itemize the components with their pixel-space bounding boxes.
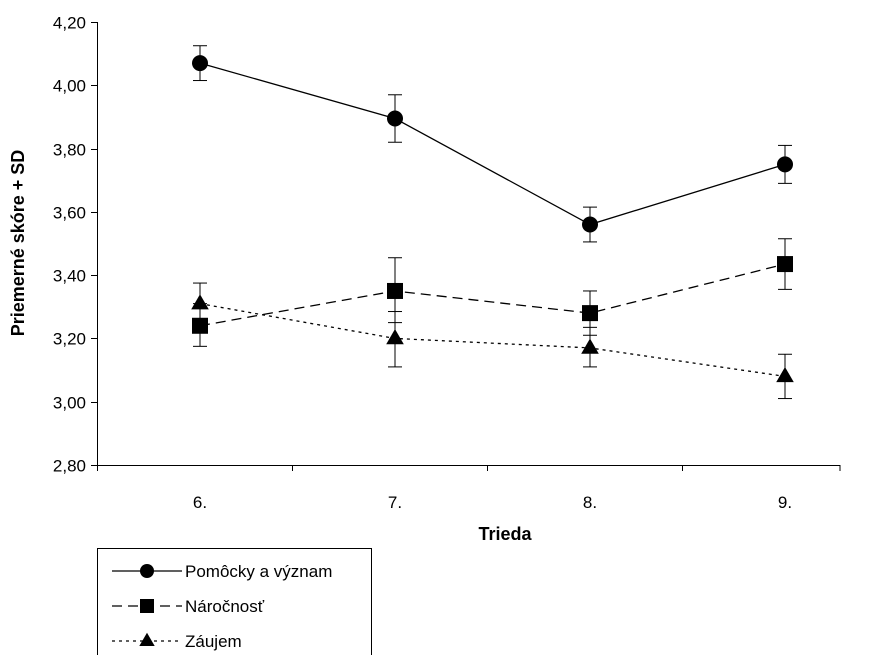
data-point [387, 110, 403, 127]
data-point [191, 294, 209, 310]
y-tick-label: 3,80 [53, 141, 86, 160]
legend: Pomôcky a význam Náročnosť Záujem [97, 548, 372, 655]
x-tick-label: 7. [388, 493, 402, 512]
legend-label: Pomôcky a význam [185, 562, 332, 581]
series-triangle [191, 282, 794, 400]
series-circle [192, 45, 793, 243]
series-square [192, 238, 793, 347]
series-layer [191, 45, 794, 400]
x-tick-label: 6. [193, 493, 207, 512]
y-tick-label: 2,80 [53, 457, 86, 476]
data-point [192, 55, 208, 72]
tick-labels: 2,80 3,00 3,20 3,40 3,60 3,80 4,00 4,20 6. 7. 8. 9. [53, 14, 792, 513]
data-point [582, 216, 598, 233]
series-line [199, 263, 786, 327]
y-tick-label: 4,00 [53, 77, 86, 96]
legend-marker [140, 599, 154, 613]
y-tick-label: 4,20 [53, 14, 86, 33]
series-line [199, 62, 786, 226]
data-point [581, 338, 599, 354]
y-tick-label: 3,20 [53, 330, 86, 349]
data-point [582, 305, 598, 322]
legend-marker [139, 632, 155, 647]
y-tick-label: 3,00 [53, 394, 86, 413]
legend-marker [140, 564, 154, 578]
legend-label: Náročnosť [185, 597, 265, 616]
x-axis-title: Trieda [478, 524, 532, 544]
x-tick-label: 8. [583, 493, 597, 512]
y-tick-label: 3,60 [53, 204, 86, 223]
series-line [199, 302, 786, 378]
y-axis-title: Priemerné skóre + SD [8, 150, 28, 337]
axes [91, 22, 841, 471]
data-point [386, 329, 404, 345]
legend-label: Záujem [185, 632, 242, 651]
data-point [192, 317, 208, 334]
data-point [777, 156, 793, 173]
data-point [387, 282, 403, 299]
y-tick-label: 3,40 [53, 267, 86, 286]
data-point [776, 366, 794, 383]
x-tick-label: 9. [778, 493, 792, 512]
data-point [777, 256, 793, 273]
